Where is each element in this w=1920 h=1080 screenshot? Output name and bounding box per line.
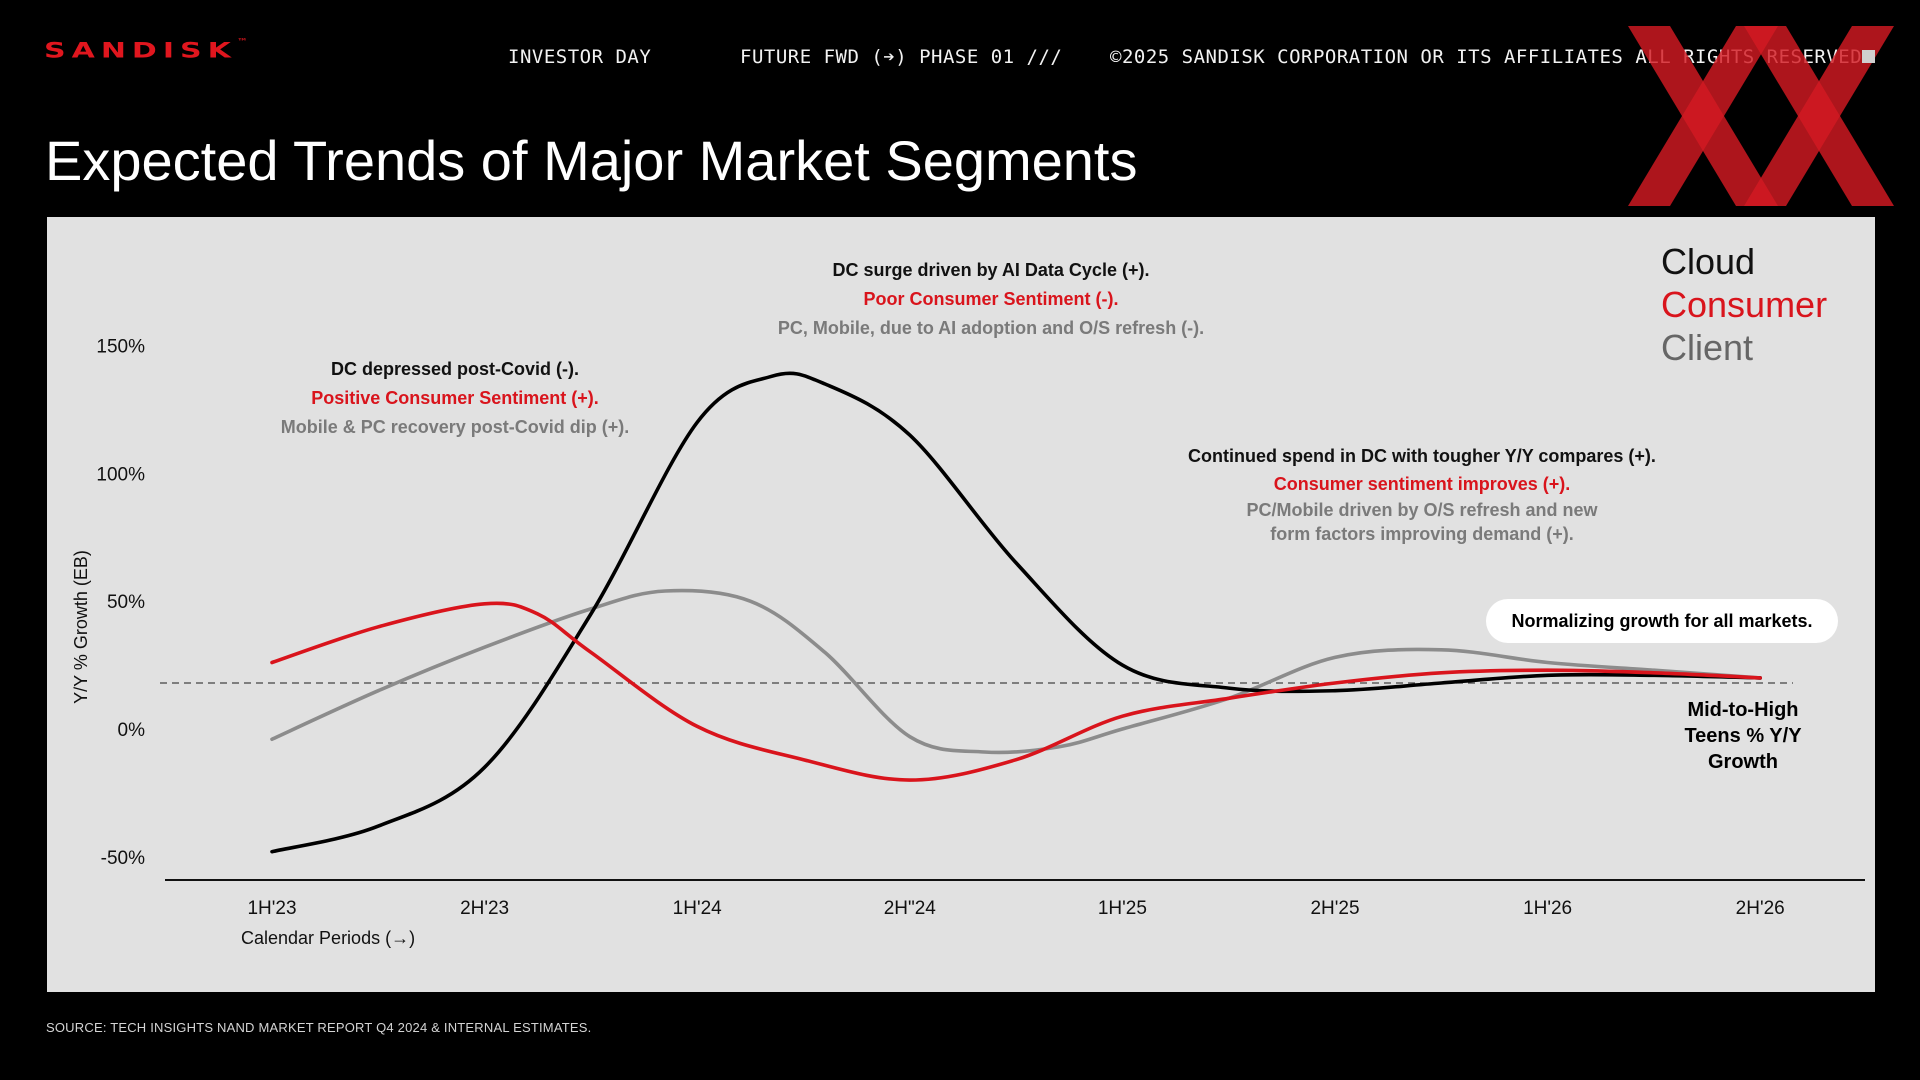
x-tick-label: 1H'25 bbox=[1098, 898, 1147, 919]
trend-chart: 150% 100% 50% 0% -50% Y/Y % Growth (EB) 1H'23 2… bbox=[71, 337, 1865, 948]
mid-high-line-1: Mid-to-High bbox=[1687, 699, 1799, 721]
x-tick-label: 2H"24 bbox=[884, 898, 937, 919]
mid-to-high-teens-label: Mid-to-High Teens % Y/Y Growth bbox=[1667, 697, 1819, 775]
annotation-top-consumer: Poor Consumer Sentiment (-). bbox=[863, 289, 1119, 309]
annotation-left-consumer: Positive Consumer Sentiment (+). bbox=[311, 388, 599, 408]
page-title: Expected Trends of Major Market Segments bbox=[45, 129, 1138, 192]
nav-future-fwd: FUTURE FWD (➔) PHASE 01 /// bbox=[740, 46, 1063, 68]
legend-consumer: Consumer bbox=[1661, 284, 1828, 325]
annotation-right-client-2: form factors improving demand (+). bbox=[1270, 524, 1574, 544]
x-tick-label: 1H'23 bbox=[247, 898, 296, 919]
legend-client: Client bbox=[1661, 327, 1754, 368]
chart-panel: 150% 100% 50% 0% -50% Y/Y % Growth (EB) 1H'23 2… bbox=[47, 217, 1875, 992]
annotation-right-consumer: Consumer sentiment improves (+). bbox=[1273, 474, 1571, 494]
y-tick-label: 150% bbox=[96, 337, 145, 358]
annotation-top-cloud: DC surge driven by AI Data Cycle (+). bbox=[832, 260, 1150, 280]
y-tick-label: -50% bbox=[101, 848, 145, 869]
annotation-right: Continued spend in DC with tougher Y/Y c… bbox=[1122, 442, 1722, 546]
mid-high-line-2: Teens % Y/Y bbox=[1684, 725, 1802, 747]
mid-high-line-3: Growth bbox=[1708, 751, 1778, 773]
annotation-top-client: PC, Mobile, due to AI adoption and O/S r… bbox=[777, 318, 1205, 338]
series-line-consumer bbox=[270, 601, 1762, 782]
legend-cloud: Cloud bbox=[1661, 241, 1756, 282]
chart-legend: Cloud Consumer Client bbox=[1661, 240, 1827, 369]
annotation-left-cloud: DC depressed post-Covid (-). bbox=[330, 359, 580, 379]
y-tick-label: 0% bbox=[118, 720, 146, 741]
annotation-right-client-1: PC/Mobile driven by O/S refresh and new bbox=[1246, 500, 1598, 520]
annotation-top: DC surge driven by AI Data Cycle (+). Po… bbox=[711, 256, 1271, 343]
annotation-left-client: Mobile & PC recovery post-Covid dip (+). bbox=[280, 417, 630, 437]
series-line-client bbox=[270, 588, 1762, 755]
annotation-left: DC depressed post-Covid (-). Positive Co… bbox=[230, 355, 680, 442]
x-tick-label: 1H'26 bbox=[1523, 898, 1572, 919]
annotation-right-cloud: Continued spend in DC with tougher Y/Y c… bbox=[1188, 446, 1656, 466]
nav-investor-day: INVESTOR DAY bbox=[508, 46, 652, 68]
xx-brand-mark bbox=[1628, 26, 1894, 206]
normalizing-growth-callout: Normalizing growth for all markets. bbox=[1486, 599, 1838, 643]
x-tick-label: 1H'24 bbox=[673, 898, 722, 919]
y-tick-label: 100% bbox=[96, 464, 145, 485]
x-tick-label: 2H'25 bbox=[1310, 898, 1359, 919]
y-tick-label: 50% bbox=[107, 592, 145, 613]
x-tick-label: 2H'26 bbox=[1736, 898, 1785, 919]
x-tick-label: 2H'23 bbox=[460, 898, 509, 919]
series-line-cloud bbox=[270, 371, 1762, 854]
sandisk-logo: SANDISK™ bbox=[44, 36, 248, 64]
y-axis-label: Y/Y % Growth (EB) bbox=[71, 550, 91, 704]
square-marker bbox=[1862, 50, 1875, 63]
x-axis-label: Calendar Periods (→) bbox=[241, 928, 415, 948]
source-note: SOURCE: TECH INSIGHTS NAND MARKET REPORT… bbox=[46, 1020, 592, 1035]
